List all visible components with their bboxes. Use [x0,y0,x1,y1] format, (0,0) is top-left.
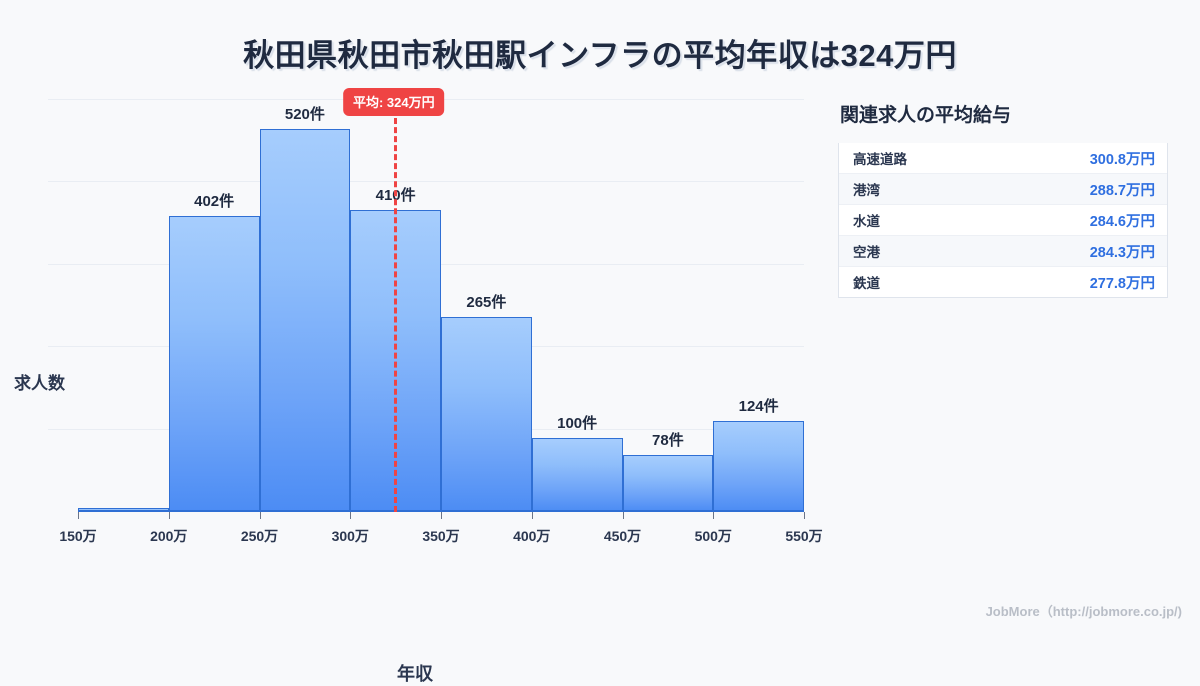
axis-tick [531,512,533,519]
bar-series: 402件 520件 410件 265件 100件 78件 124件 [78,100,804,512]
average-line [393,100,397,512]
bar-value-label: 265件 [466,294,507,312]
related-salary-table: 高速道路 300.8万円港湾 288.7万円水道 284.6万円空港 284.3万円鉄道… [838,143,1168,298]
axis-tick [804,512,805,519]
row-category-label: 水道 [853,214,880,229]
histogram-bar [622,454,714,512]
histogram-bar [441,317,532,512]
axis-tick [622,512,624,519]
row-salary-value: 300.8万円 [1089,151,1155,168]
histogram-bar [168,216,260,512]
infographic-page: 秋田県秋田市秋田駅インフラの平均年収は324万円 求人数 年収 402件 520件… [0,38,1182,684]
average-badge: 平均: 324万円 [342,88,445,116]
bar-value-label: 100件 [557,415,598,433]
related-salary-panel: 関連求人の平均給与 高速道路 300.8万円港湾 288.7万円水道 284.6万円空… [838,100,1168,298]
x-axis-tick-label: 300万 [331,528,369,544]
x-axis-tick-label: 400万 [513,528,551,544]
row-salary-value: 284.6万円 [1089,213,1155,230]
row-category-label: 高速道路 [853,152,907,167]
histogram-bar [713,420,804,512]
histogram-bar [531,438,623,512]
histogram-bar [259,129,351,512]
x-axis-tick-label: 150万 [59,528,97,544]
y-axis-label: 求人数 [14,374,65,393]
row-category-label: 鉄道 [853,276,880,291]
axis-tick [713,512,715,519]
table-row[interactable]: 水道 284.6万円 [839,205,1167,236]
x-axis-tick-label: 550万 [785,528,823,544]
x-axis-tick-label: 450万 [603,528,642,544]
gridline [48,181,804,183]
x-axis-label: 年収 [397,664,433,684]
x-axis-tick-label: 250万 [240,528,279,544]
table-row[interactable]: 高速道路 300.8万円 [839,143,1167,174]
x-axis-line [78,510,804,512]
axis-tick [350,512,352,519]
panel-title: 関連求人の平均給与 [840,105,1012,126]
axis-tick [78,512,79,519]
row-salary-value: 277.8万円 [1089,275,1155,292]
row-salary-value: 284.3万円 [1089,244,1155,261]
table-row[interactable]: 鉄道 277.8万円 [839,267,1167,298]
table-row[interactable]: 空港 284.3万円 [839,236,1167,267]
row-category-label: 港湾 [853,183,880,198]
bar-value-label: 78件 [652,431,684,449]
row-category-label: 空港 [853,245,880,260]
x-axis-tick-label: 200万 [150,528,188,544]
table-row[interactable]: 港湾 288.7万円 [839,174,1167,205]
plot-area: 402件 520件 410件 265件 100件 78件 124件 150万 200万 250万… [48,88,823,544]
watermark: JobMore（http://jobmore.co.jp/) [985,604,1182,619]
bar-value-label: 402件 [194,193,235,211]
x-axis-tick-label: 350万 [422,528,460,544]
axis-tick [168,512,170,519]
row-salary-value: 288.7万円 [1089,182,1155,199]
bar-value-label: 124件 [738,397,779,415]
histogram-chart: 求人数 年収 402件 520件 410件 265件 100件 78件 124件 150万 2… [0,88,830,684]
page-title: 秋田県秋田市秋田駅インフラの平均年収は324万円 [243,38,957,73]
bar-value-label: 520件 [284,106,325,124]
axis-tick [259,512,261,519]
axis-tick [441,512,442,519]
x-axis-tick-label: 500万 [694,528,732,544]
